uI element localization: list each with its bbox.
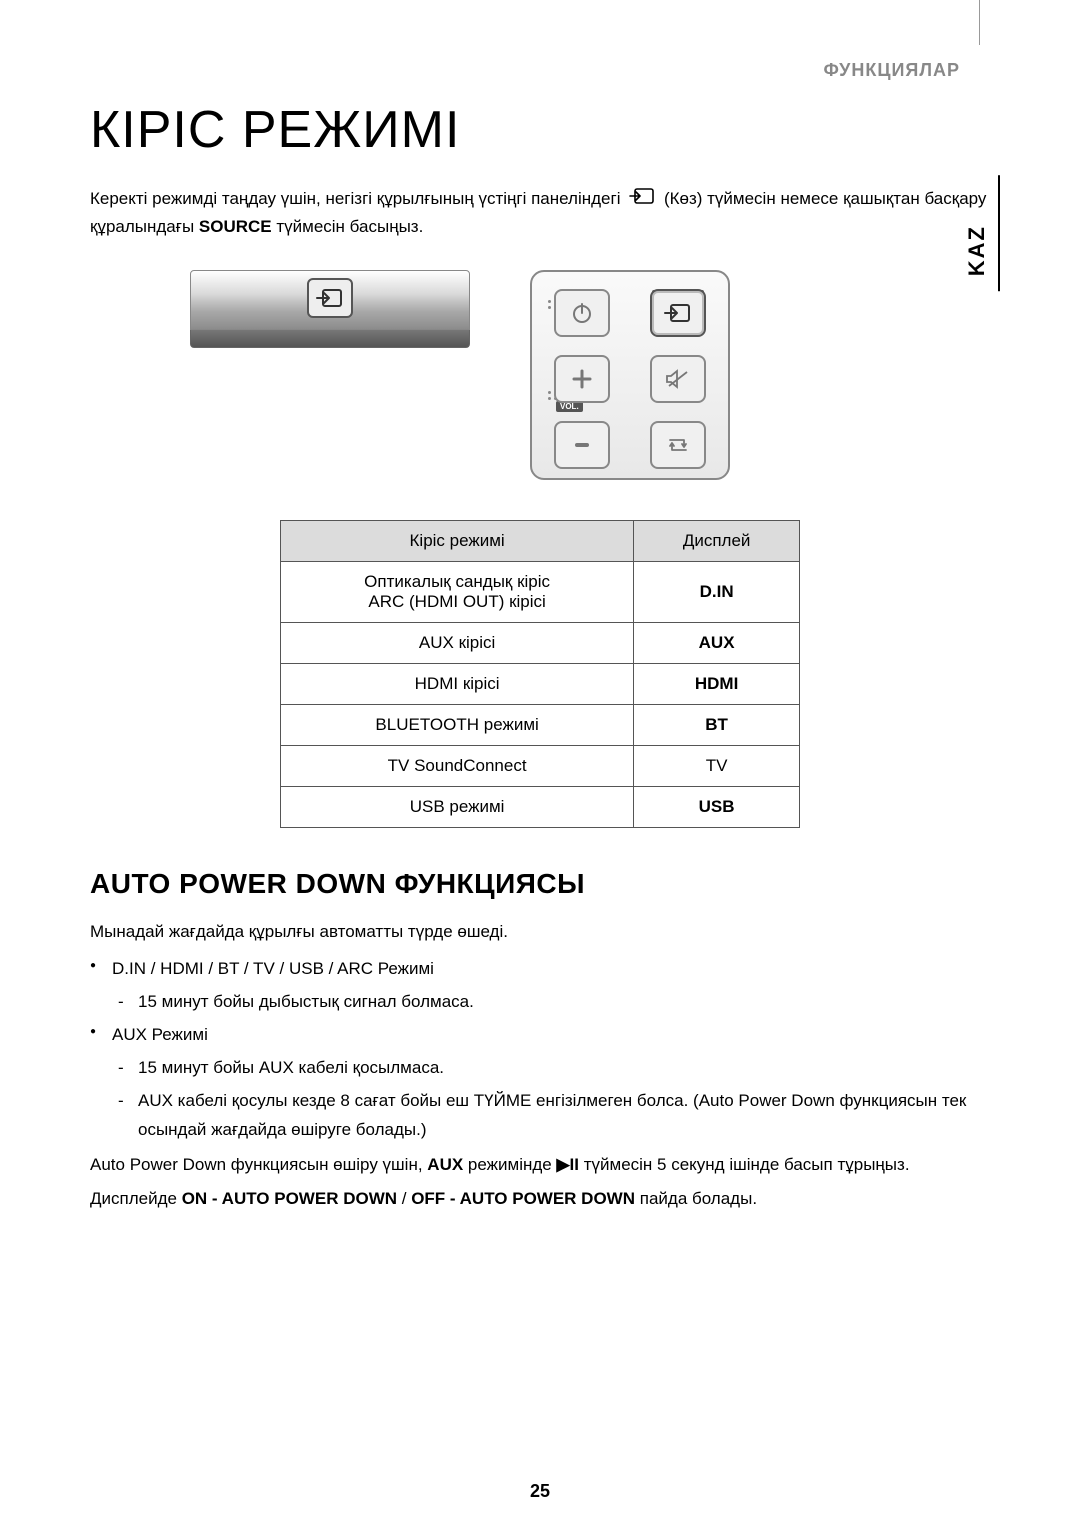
table-header-display: Дисплей <box>634 521 800 562</box>
apd-bullets: D.IN / HDMI / BT / TV / USB / ARC Режимі… <box>90 955 990 1144</box>
table-row: HDMI кірісіHDMI <box>281 664 800 705</box>
table-cell-mode: BLUETOOTH режимі <box>281 705 634 746</box>
table-row: USB режиміUSB <box>281 787 800 828</box>
remote-repeat-button <box>650 421 706 469</box>
apd-tail-1: Auto Power Down функциясын өшіру үшін, A… <box>90 1151 990 1180</box>
apd-tail-2: Дисплейде ON - AUTO POWER DOWN / OFF - A… <box>90 1185 990 1214</box>
source-icon-inline <box>629 186 655 213</box>
auto-power-down-heading: AUTO POWER DOWN ФУНКЦИЯСЫ <box>90 868 990 900</box>
source-icon <box>664 302 692 324</box>
intro-source-word: SOURCE <box>199 217 272 236</box>
intro-paragraph: Керекті режимді таңдау үшін, негізгі құр… <box>90 185 990 240</box>
section-label: ФУНКЦИЯЛАР <box>823 60 960 81</box>
table-cell-mode: HDMI кірісі <box>281 664 634 705</box>
remote-source-button <box>650 289 706 337</box>
repeat-icon <box>665 434 691 456</box>
table-cell-mode: TV SoundConnect <box>281 746 634 787</box>
table-cell-display: USB <box>634 787 800 828</box>
intro-text-1: Керекті режимді таңдау үшін, негізгі құр… <box>90 189 625 208</box>
apd-lead: Мынадай жағдайда құрылғы автоматты түрде… <box>90 918 990 947</box>
language-tab: KAZ <box>956 175 1000 291</box>
page-number: 25 <box>530 1481 550 1502</box>
intro-text-3: түймесін басыңыз. <box>276 217 423 236</box>
source-icon <box>316 287 344 309</box>
dash-list: 15 минут бойы AUX кабелі қосылмаса. AUX к… <box>112 1054 990 1145</box>
power-icon <box>569 300 595 326</box>
table-cell-display: D.IN <box>634 562 800 623</box>
remote-power-button <box>554 289 610 337</box>
bullet-item: AUX Режимі15 минут бойы AUX кабелі қосыл… <box>112 1021 990 1145</box>
dash-item: 15 минут бойы дыбыстық сигнал болмаса. <box>138 988 990 1017</box>
table-row: TV SoundConnectTV <box>281 746 800 787</box>
table-cell-display: BT <box>634 705 800 746</box>
table-row: BLUETOOTH режиміBT <box>281 705 800 746</box>
illustrations-row: SOURCE VOL. <box>190 270 990 480</box>
table-cell-mode: Оптикалық сандық кірісARC (HDMI OUT) кір… <box>281 562 634 623</box>
soundbar-front-edge <box>190 330 470 348</box>
table-cell-display: HDMI <box>634 664 800 705</box>
mute-icon <box>665 368 691 390</box>
auto-power-down-body: Мынадай жағдайда құрылғы автоматты түрде… <box>90 918 990 1214</box>
table-cell-mode: USB режимі <box>281 787 634 828</box>
play-pause-icon: ▶II <box>556 1155 579 1174</box>
soundbar-top-panel <box>190 270 470 330</box>
minus-icon <box>570 433 594 457</box>
input-modes-table: Кіріс режимі Дисплей Оптикалық сандық кі… <box>280 520 800 828</box>
bullet-item: D.IN / HDMI / BT / TV / USB / ARC Режимі… <box>112 955 990 1017</box>
page-title: КІРІС РЕЖИМІ <box>90 100 990 160</box>
remote-illustration: SOURCE VOL. <box>530 270 730 480</box>
dash-item: 15 минут бойы AUX кабелі қосылмаса. <box>138 1054 990 1083</box>
soundbar-illustration <box>190 270 470 360</box>
remote-vol-down-button <box>554 421 610 469</box>
dash-list: 15 минут бойы дыбыстық сигнал болмаса. <box>112 988 990 1017</box>
remote-vol-up-button <box>554 355 610 403</box>
table-cell-mode: AUX кірісі <box>281 623 634 664</box>
plus-icon <box>570 367 594 391</box>
soundbar-source-button <box>307 278 353 318</box>
dash-item: AUX кабелі қосулы кезде 8 сағат бойы еш … <box>138 1087 990 1145</box>
remote-mute-button <box>650 355 706 403</box>
table-cell-display: TV <box>634 746 800 787</box>
table-cell-display: AUX <box>634 623 800 664</box>
table-row: AUX кірісіAUX <box>281 623 800 664</box>
table-body: Оптикалық сандық кірісARC (HDMI OUT) кір… <box>281 562 800 828</box>
table-row: Оптикалық сандық кірісARC (HDMI OUT) кір… <box>281 562 800 623</box>
table-header-mode: Кіріс режимі <box>281 521 634 562</box>
page-container: ФУНКЦИЯЛАР KAZ КІРІС РЕЖИМІ Керекті режи… <box>0 0 1080 1254</box>
